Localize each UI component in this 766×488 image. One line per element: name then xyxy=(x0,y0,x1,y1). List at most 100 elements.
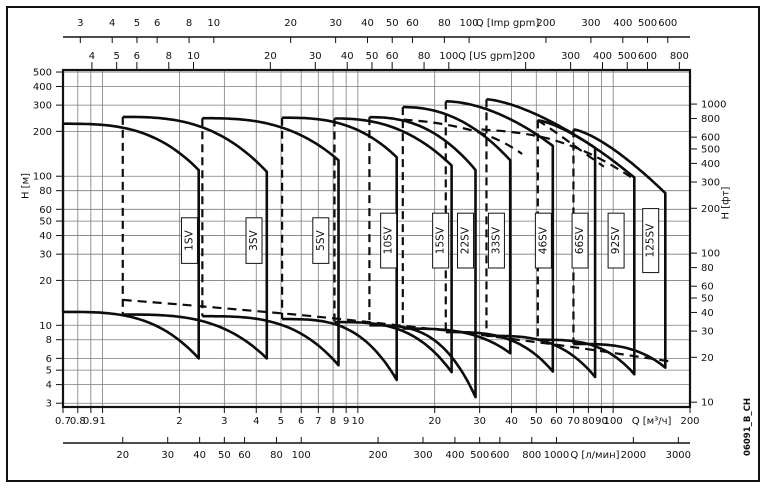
tick-label: 7 xyxy=(315,416,321,427)
tick-label: 3 xyxy=(77,18,83,29)
tick-label: 6 xyxy=(134,51,140,62)
tick-label: 80 xyxy=(701,263,714,274)
envelope-outline xyxy=(334,117,453,374)
tick-label: 50 xyxy=(218,450,231,461)
tick-label: 300 xyxy=(33,101,52,112)
tick-label: 600 xyxy=(658,18,677,29)
tick-label: 50 xyxy=(530,416,543,427)
tick-label: 80 xyxy=(418,51,431,62)
tick-label: 200 xyxy=(33,127,52,138)
envelope-outline xyxy=(402,105,512,355)
pump-label-text: 1SV xyxy=(183,230,195,251)
tick-label: 500 xyxy=(638,18,657,29)
axis-unit-label: Q [US gpm] xyxy=(458,51,516,62)
envelope-outline xyxy=(537,119,636,376)
envelope-5sv xyxy=(201,116,340,367)
tick-label: 1000 xyxy=(701,100,726,111)
tick-label: 200 xyxy=(369,450,388,461)
pump-label-text: 125SV xyxy=(645,223,657,258)
tick-label: 0.7 xyxy=(55,416,71,427)
envelope-outline xyxy=(445,100,555,373)
tick-label: 20 xyxy=(39,276,52,287)
pump-label-1sv: 1SV xyxy=(180,217,198,264)
tick-label: 400 xyxy=(613,18,632,29)
tick-label: 400 xyxy=(33,82,52,93)
pump-label-text: 3SV xyxy=(248,230,260,251)
axis-unit-label: Q [м³/ч] xyxy=(632,416,672,427)
tick-label: 8 xyxy=(166,51,172,62)
pump-label-text: 46SV xyxy=(537,226,549,254)
tick-label: 600 xyxy=(638,51,657,62)
pump-label-box xyxy=(534,212,552,269)
tick-label: 600 xyxy=(490,450,509,461)
tick-label: 40 xyxy=(39,231,52,242)
tick-label: 6 xyxy=(46,354,52,365)
tick-label: 80 xyxy=(582,416,595,427)
tick-label: 40 xyxy=(505,416,518,427)
tick-label: 0.9 xyxy=(83,416,99,427)
envelope-46sv xyxy=(444,100,555,373)
tick-label: 500 xyxy=(33,68,52,79)
tick-label: 800 xyxy=(701,114,720,125)
tick-label: 20 xyxy=(428,416,441,427)
envelope-outline xyxy=(573,128,667,369)
tick-label: 300 xyxy=(561,51,580,62)
tick-label: 500 xyxy=(701,144,720,155)
axis-top-us-gpm: 4 5 6 8 10 20 30 40 50 60 80 100 200 300 400 500 600 800 Q… xyxy=(89,51,689,70)
tick-label: 200 xyxy=(701,204,720,215)
tick-label: 10 xyxy=(39,321,52,332)
pump-label-box xyxy=(432,212,450,269)
tick-label: 10 xyxy=(207,18,220,29)
envelope-outline xyxy=(282,116,398,382)
tick-label: 10 xyxy=(187,51,200,62)
envelope-66sv xyxy=(485,98,597,379)
tick-label: 200 xyxy=(680,416,699,427)
tick-label: 3000 xyxy=(666,450,691,461)
envelope-3sv xyxy=(121,115,269,360)
tick-label: 5 xyxy=(278,416,284,427)
tick-label: 100 xyxy=(460,18,479,29)
tick-label: 8 xyxy=(46,335,52,346)
tick-label: 400 xyxy=(445,450,464,461)
y-axis-title-right: H [фт] xyxy=(721,186,732,219)
pump-label-3sv: 3SV xyxy=(245,217,263,264)
tick-label: 800 xyxy=(670,51,689,62)
pump-label-box xyxy=(380,212,398,269)
tick-label: 50 xyxy=(39,217,52,228)
axis-top-imp-gpm: 3 4 5 6 8 10 20 30 40 50 60 80 100 200 300 400 500 600 Q [… xyxy=(63,18,690,43)
pump-label-text: 10SV xyxy=(383,226,395,254)
envelope-10sv xyxy=(280,116,398,382)
tick-label: 5 xyxy=(134,18,140,29)
tick-label: 200 xyxy=(536,18,555,29)
tick-label: 800 xyxy=(522,450,541,461)
tick-label: 100 xyxy=(604,416,623,427)
plot-frame xyxy=(61,68,692,409)
axis-unit-label: Q [л/мин] xyxy=(570,450,619,461)
envelope-15sv xyxy=(333,117,453,374)
tick-label: 40 xyxy=(341,51,354,62)
tick-label: 100 xyxy=(292,450,311,461)
tick-label: 30 xyxy=(473,416,486,427)
tick-label: 30 xyxy=(39,250,52,261)
pump-label-box xyxy=(245,217,263,264)
pump-label-box xyxy=(607,212,625,269)
tick-label: 400 xyxy=(593,51,612,62)
tick-label: 80 xyxy=(270,450,283,461)
tick-label: 60 xyxy=(238,450,251,461)
envelope-33sv xyxy=(401,105,512,355)
tick-label: 40 xyxy=(361,18,374,29)
tick-label: 200 xyxy=(516,51,535,62)
tick-label: 8 xyxy=(186,18,192,29)
envelope-outline xyxy=(486,98,597,379)
tick-label: 3 xyxy=(46,399,52,410)
tick-label: 3 xyxy=(221,416,227,427)
tick-label: 1000 xyxy=(544,450,569,461)
tick-label: 50 xyxy=(701,294,714,305)
envelope-outline xyxy=(63,122,200,360)
tick-label: 300 xyxy=(581,18,600,29)
tick-label: 4 xyxy=(46,380,52,391)
pump-label-text: 15SV xyxy=(435,226,447,254)
